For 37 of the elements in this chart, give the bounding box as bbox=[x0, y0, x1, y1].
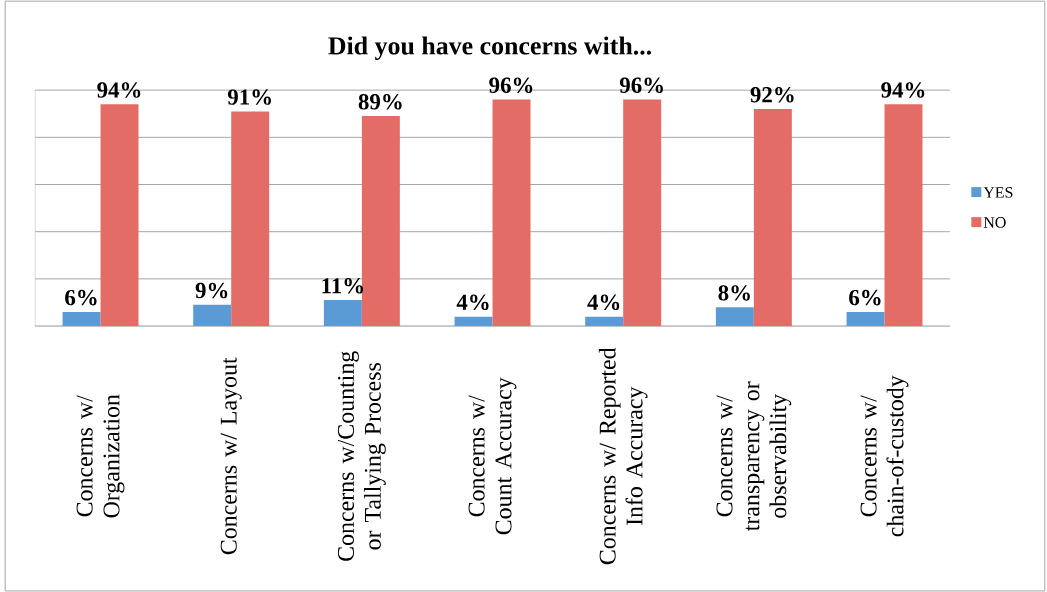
chart-title: Did you have concerns with... bbox=[328, 36, 652, 60]
data-label: 94% bbox=[97, 82, 141, 98]
bar bbox=[715, 307, 754, 326]
bar bbox=[100, 104, 139, 326]
data-label: 4% bbox=[456, 294, 489, 311]
bar bbox=[62, 311, 101, 326]
x-tick-label: Concerns w/ Reported Info Accuracy bbox=[598, 347, 648, 565]
x-tick-label: Concerns w/ transparency or observability bbox=[716, 381, 792, 531]
bar bbox=[454, 316, 493, 326]
bar bbox=[231, 111, 270, 326]
bar bbox=[193, 304, 232, 326]
data-label: 96% bbox=[619, 77, 663, 93]
data-label: 92% bbox=[750, 86, 794, 103]
legend-label: NO bbox=[983, 217, 1006, 228]
bar bbox=[323, 300, 362, 326]
x-tick-label: Concerns w/ chain-of-custody bbox=[860, 375, 909, 537]
bar bbox=[492, 99, 531, 326]
data-label: 6% bbox=[65, 289, 97, 306]
data-label: 91% bbox=[227, 89, 271, 105]
data-label: 4% bbox=[587, 294, 620, 311]
data-label: 8% bbox=[718, 285, 750, 301]
legend-label: YES bbox=[983, 187, 1013, 198]
x-tick-label: Concerns w/ Layout bbox=[220, 357, 242, 555]
x-tick-label: Concerns w/ Organization bbox=[76, 394, 125, 518]
data-label: 9% bbox=[195, 282, 228, 299]
data-label: 94% bbox=[881, 82, 925, 98]
bar bbox=[623, 99, 662, 326]
x-tick-label: Concerns w/Counting or Tallying Process bbox=[337, 351, 386, 561]
data-label: 96% bbox=[489, 77, 533, 93]
bar bbox=[585, 316, 624, 326]
bar bbox=[884, 104, 923, 326]
data-label: 6% bbox=[849, 289, 881, 306]
bar bbox=[753, 108, 792, 326]
x-tick-label: Concerns w/ Count Accuracy bbox=[468, 377, 517, 535]
bar bbox=[846, 311, 885, 326]
data-label: 89% bbox=[358, 93, 402, 110]
bar bbox=[361, 116, 400, 326]
